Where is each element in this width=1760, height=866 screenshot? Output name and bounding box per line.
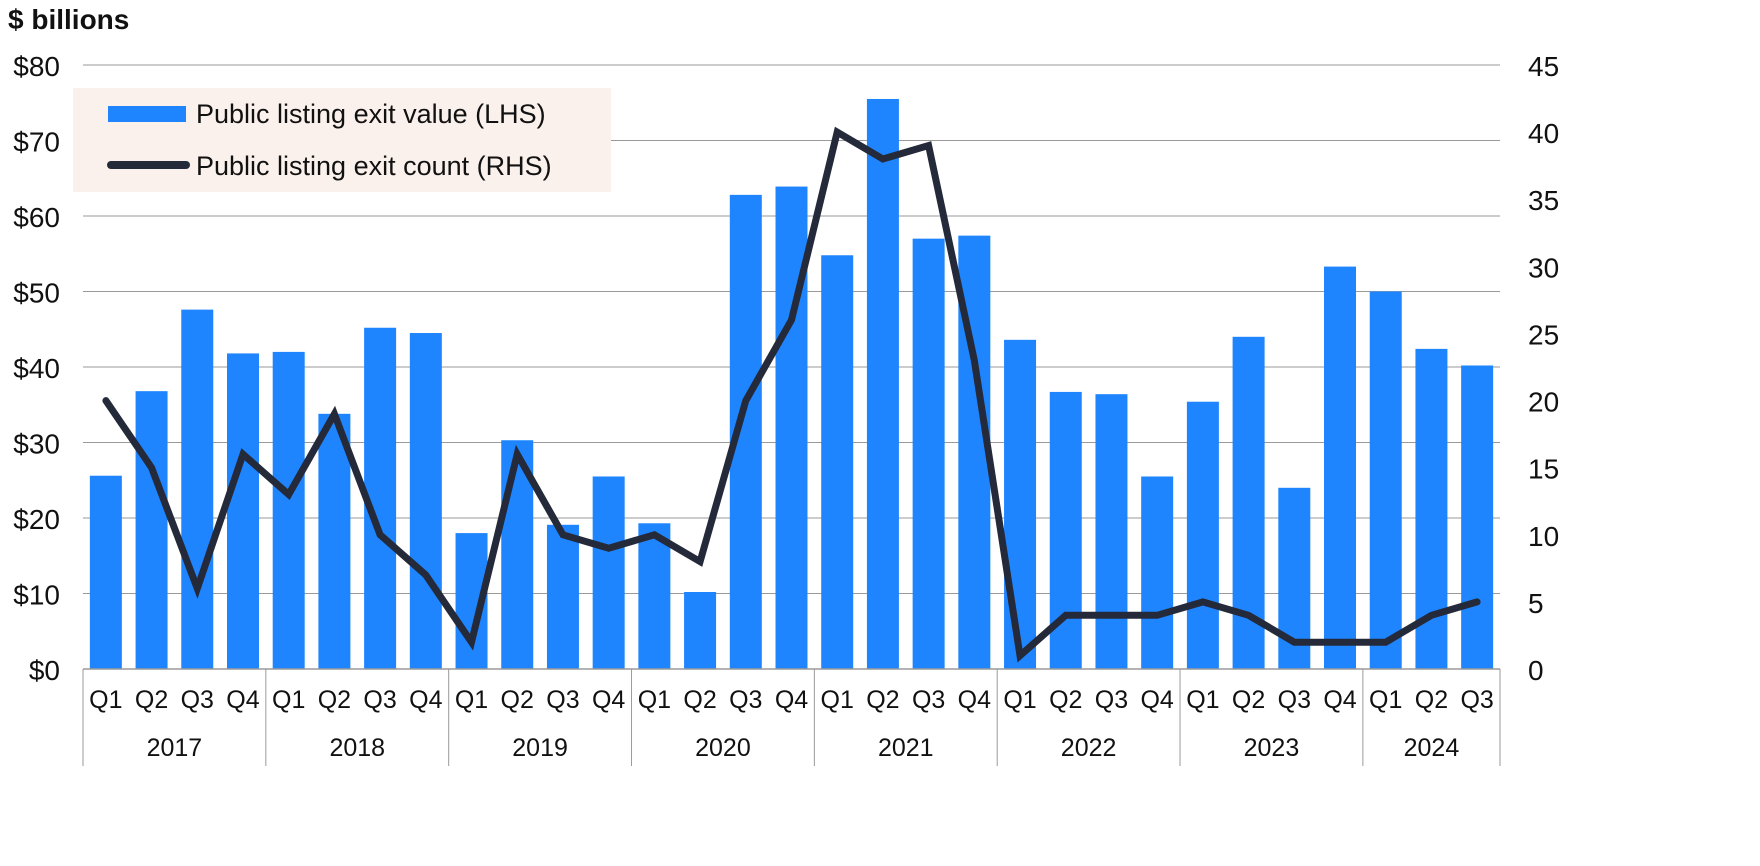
x-axis-quarter-label: Q2 [135, 686, 168, 714]
x-axis-quarter-label: Q4 [775, 686, 808, 714]
bar [181, 309, 214, 669]
x-axis-year-label: 2024 [1404, 734, 1460, 762]
right-axis-tick-label: 20 [1528, 387, 1559, 418]
left-axis-tick-label: $0 [29, 655, 60, 686]
legend-swatch-bar [108, 106, 186, 122]
left-axis-tick-label: $60 [13, 202, 60, 233]
x-axis-quarter-label: Q4 [958, 686, 991, 714]
bar [1369, 291, 1402, 669]
x-axis-quarter-label: Q1 [1369, 686, 1402, 714]
right-axis-tick-label: 15 [1528, 454, 1559, 485]
x-axis-quarter-label: Q3 [363, 686, 396, 714]
right-axis-tick-label: 40 [1528, 118, 1559, 149]
left-axis-tick-label: $40 [13, 353, 60, 384]
right-axis-tick-label: 10 [1528, 521, 1559, 552]
x-axis-quarter-label: Q3 [912, 686, 945, 714]
bar [1004, 339, 1037, 669]
legend-label-line: Public listing exit count (RHS) [196, 151, 552, 181]
bar [318, 413, 351, 669]
x-axis-year-label: 2022 [1061, 734, 1117, 762]
x-axis-quarter-label: Q4 [409, 686, 442, 714]
x-axis-quarter-label: Q2 [1049, 686, 1082, 714]
bar [226, 353, 259, 669]
x-axis-quarter-label: Q3 [1095, 686, 1128, 714]
x-axis-year-label: 2023 [1244, 734, 1300, 762]
bar [546, 524, 579, 669]
left-axis-tick-label: $20 [13, 504, 60, 535]
x-axis-quarter-label: Q4 [592, 686, 625, 714]
x-axis-quarter-label: Q2 [318, 686, 351, 714]
x-axis-quarter-label: Q1 [1003, 686, 1036, 714]
right-axis-tick-label: 30 [1528, 252, 1559, 283]
bar [89, 475, 122, 669]
bar [1324, 266, 1357, 669]
x-axis-quarter-label: Q1 [272, 686, 305, 714]
x-axis-quarter-label: Q4 [1323, 686, 1356, 714]
x-axis-quarter-label: Q2 [1415, 686, 1448, 714]
right-axis-tick-label: 5 [1528, 588, 1544, 619]
bar [638, 523, 671, 669]
x-axis-quarter-label: Q2 [501, 686, 534, 714]
x-axis-quarter-label: Q2 [866, 686, 899, 714]
bar [1461, 365, 1494, 669]
legend-box [73, 88, 611, 192]
unit-label: $ billions [8, 4, 130, 35]
bar [866, 98, 899, 670]
x-axis-year-label: 2021 [878, 734, 934, 762]
bar [912, 238, 945, 669]
x-axis-quarter-label: Q3 [546, 686, 579, 714]
left-axis-tick-label: $80 [13, 51, 60, 82]
bar [1186, 401, 1219, 669]
bar [821, 255, 854, 669]
x-axis-quarter-label: Q4 [226, 686, 259, 714]
left-axis-tick-label: $70 [13, 127, 60, 158]
x-axis-quarter-label: Q1 [638, 686, 671, 714]
x-axis-quarter-label: Q2 [1232, 686, 1265, 714]
x-axis-year-label: 2018 [329, 734, 385, 762]
x-axis-quarter-label: Q1 [1186, 686, 1219, 714]
x-axis-quarter-label: Q1 [89, 686, 122, 714]
left-axis-tick-label: $30 [13, 429, 60, 460]
series-line [102, 126, 1481, 663]
x-axis-quarter-label: Q3 [729, 686, 762, 714]
x-axis-year-label: 2017 [147, 734, 203, 762]
x-axis-quarter-label: Q2 [683, 686, 716, 714]
right-axis-tick-label: 0 [1528, 655, 1544, 686]
left-axis-tick-label: $10 [13, 580, 60, 611]
bar [775, 186, 808, 669]
bar [684, 591, 717, 669]
right-axis-tick-label: 35 [1528, 185, 1559, 216]
x-axis-quarter-label: Q3 [181, 686, 214, 714]
x-axis-quarter-label: Q4 [1140, 686, 1173, 714]
left-axis-tick-label: $50 [13, 278, 60, 309]
bar [592, 476, 625, 669]
x-axis-quarter-label: Q1 [821, 686, 854, 714]
bar [409, 333, 442, 669]
x-axis-year-label: 2019 [512, 734, 568, 762]
x-axis-quarter-label: Q3 [1460, 686, 1493, 714]
legend-label-bar: Public listing exit value (LHS) [196, 99, 546, 129]
bar [1095, 394, 1128, 669]
bar [272, 351, 305, 669]
right-axis-tick-label: 45 [1528, 51, 1559, 82]
x-axis-quarter-label: Q1 [455, 686, 488, 714]
right-axis-tick-label: 25 [1528, 319, 1559, 350]
x-axis-quarter-label: Q3 [1278, 686, 1311, 714]
bar [1141, 476, 1174, 669]
x-axis-year-label: 2020 [695, 734, 751, 762]
bar [135, 391, 168, 669]
